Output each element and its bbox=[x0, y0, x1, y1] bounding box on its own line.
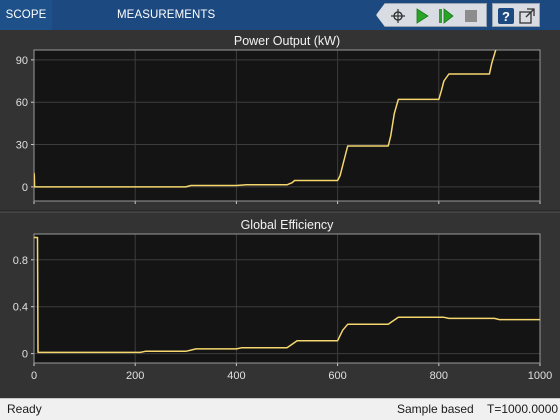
plot-1-area[interactable] bbox=[34, 50, 540, 201]
plot-1-trace-1 bbox=[34, 50, 497, 188]
simulation-time-text: T=1000.0000 bbox=[487, 402, 559, 416]
undock-icon[interactable] bbox=[518, 7, 536, 25]
plot-1-ytick-label: 60 bbox=[16, 97, 28, 109]
plot-2-ytick-label: 0.8 bbox=[13, 255, 28, 267]
plot-2-title: Global Efficiency bbox=[241, 218, 335, 232]
toolstrip: SCOPE MEASUREMENTS bbox=[0, 0, 560, 30]
help-controls: ? bbox=[492, 3, 540, 27]
tab-scope[interactable]: SCOPE bbox=[0, 0, 52, 30]
scope-plots[interactable]: 0 30 60 90 Power Output (kW) 0 200 400 600 800 100… bbox=[0, 30, 560, 398]
plot-2-xtick-label: 400 bbox=[227, 370, 245, 382]
svg-text:?: ? bbox=[502, 9, 510, 24]
plot-2-frame bbox=[33, 233, 541, 364]
scope-display: 0 30 60 90 Power Output (kW) 0 200 400 600 800 100… bbox=[0, 30, 560, 398]
plot-2-xtick-label: 200 bbox=[126, 370, 144, 382]
plot-2-ytick-label: 0.4 bbox=[13, 302, 28, 314]
plot-2-xtick-label: 600 bbox=[328, 370, 346, 382]
status-bar: Ready Sample based T=1000.0000 bbox=[0, 398, 560, 420]
help-icon[interactable]: ? bbox=[497, 7, 515, 25]
tab-measurements[interactable]: MEASUREMENTS bbox=[117, 9, 216, 21]
plot-2-ytick-label: 0 bbox=[22, 349, 28, 361]
status-text: Ready bbox=[7, 402, 42, 416]
plot-1-frame bbox=[33, 49, 541, 202]
signal-select-icon[interactable] bbox=[389, 7, 407, 25]
plot-1-ytick-label: 0 bbox=[22, 182, 28, 194]
plot-2-area[interactable] bbox=[34, 234, 540, 363]
plot-1-ytick-label: 30 bbox=[16, 140, 28, 152]
plot-2-xtick-label: 1000 bbox=[528, 370, 552, 382]
stop-icon[interactable] bbox=[462, 7, 480, 25]
plot-2-xtick-label: 0 bbox=[31, 370, 37, 382]
step-forward-icon[interactable] bbox=[437, 7, 455, 25]
plot-1-title: Power Output (kW) bbox=[234, 34, 340, 48]
plot-1-ytick-label: 90 bbox=[16, 55, 28, 67]
simulation-controls bbox=[376, 3, 487, 27]
plot-2-trace-1 bbox=[34, 236, 540, 354]
plot-2-xtick-label: 800 bbox=[430, 370, 448, 382]
sample-mode-text: Sample based bbox=[397, 402, 474, 416]
run-icon[interactable] bbox=[413, 7, 431, 25]
